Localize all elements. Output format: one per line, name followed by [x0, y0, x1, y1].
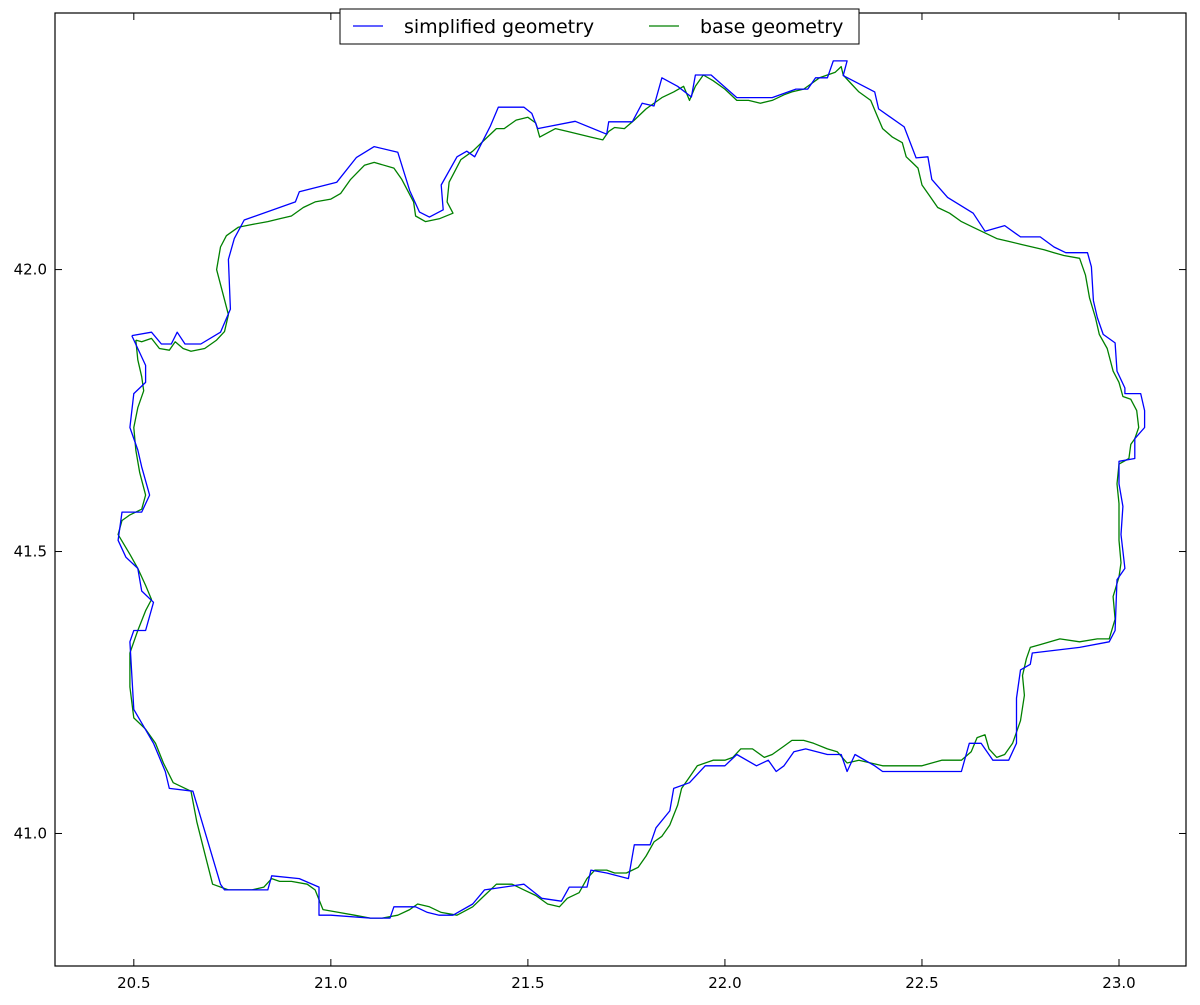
x-axis: 20.5 21.0 21.5 22.0 22.5 23.0: [117, 13, 1136, 992]
series-line-simplified-geometry: [117, 60, 1146, 919]
legend-box: [339, 8, 860, 45]
x-tick-label: 23.0: [1102, 974, 1135, 992]
x-tick-label: 22.5: [905, 974, 938, 992]
y-tick-label: 41.0: [14, 824, 47, 842]
y-axis: 41.0 41.5 42.0: [14, 261, 1186, 842]
legend: simplified geometry base geometry: [339, 8, 860, 45]
x-tick-label: 22.0: [708, 974, 741, 992]
y-tick-label: 42.0: [14, 261, 47, 279]
plot-lines: [117, 60, 1146, 919]
plot-frame: [54, 12, 1187, 967]
legend-label-base-geometry: base geometry: [700, 16, 843, 38]
legend-label-simplified-geometry: simplified geometry: [404, 16, 594, 38]
series-line-base-geometry: [117, 65, 1140, 919]
y-tick-label: 41.5: [14, 543, 47, 561]
x-tick-label: 21.5: [511, 974, 544, 992]
x-tick-label: 21.0: [314, 974, 347, 992]
x-tick-label: 20.5: [117, 974, 150, 992]
